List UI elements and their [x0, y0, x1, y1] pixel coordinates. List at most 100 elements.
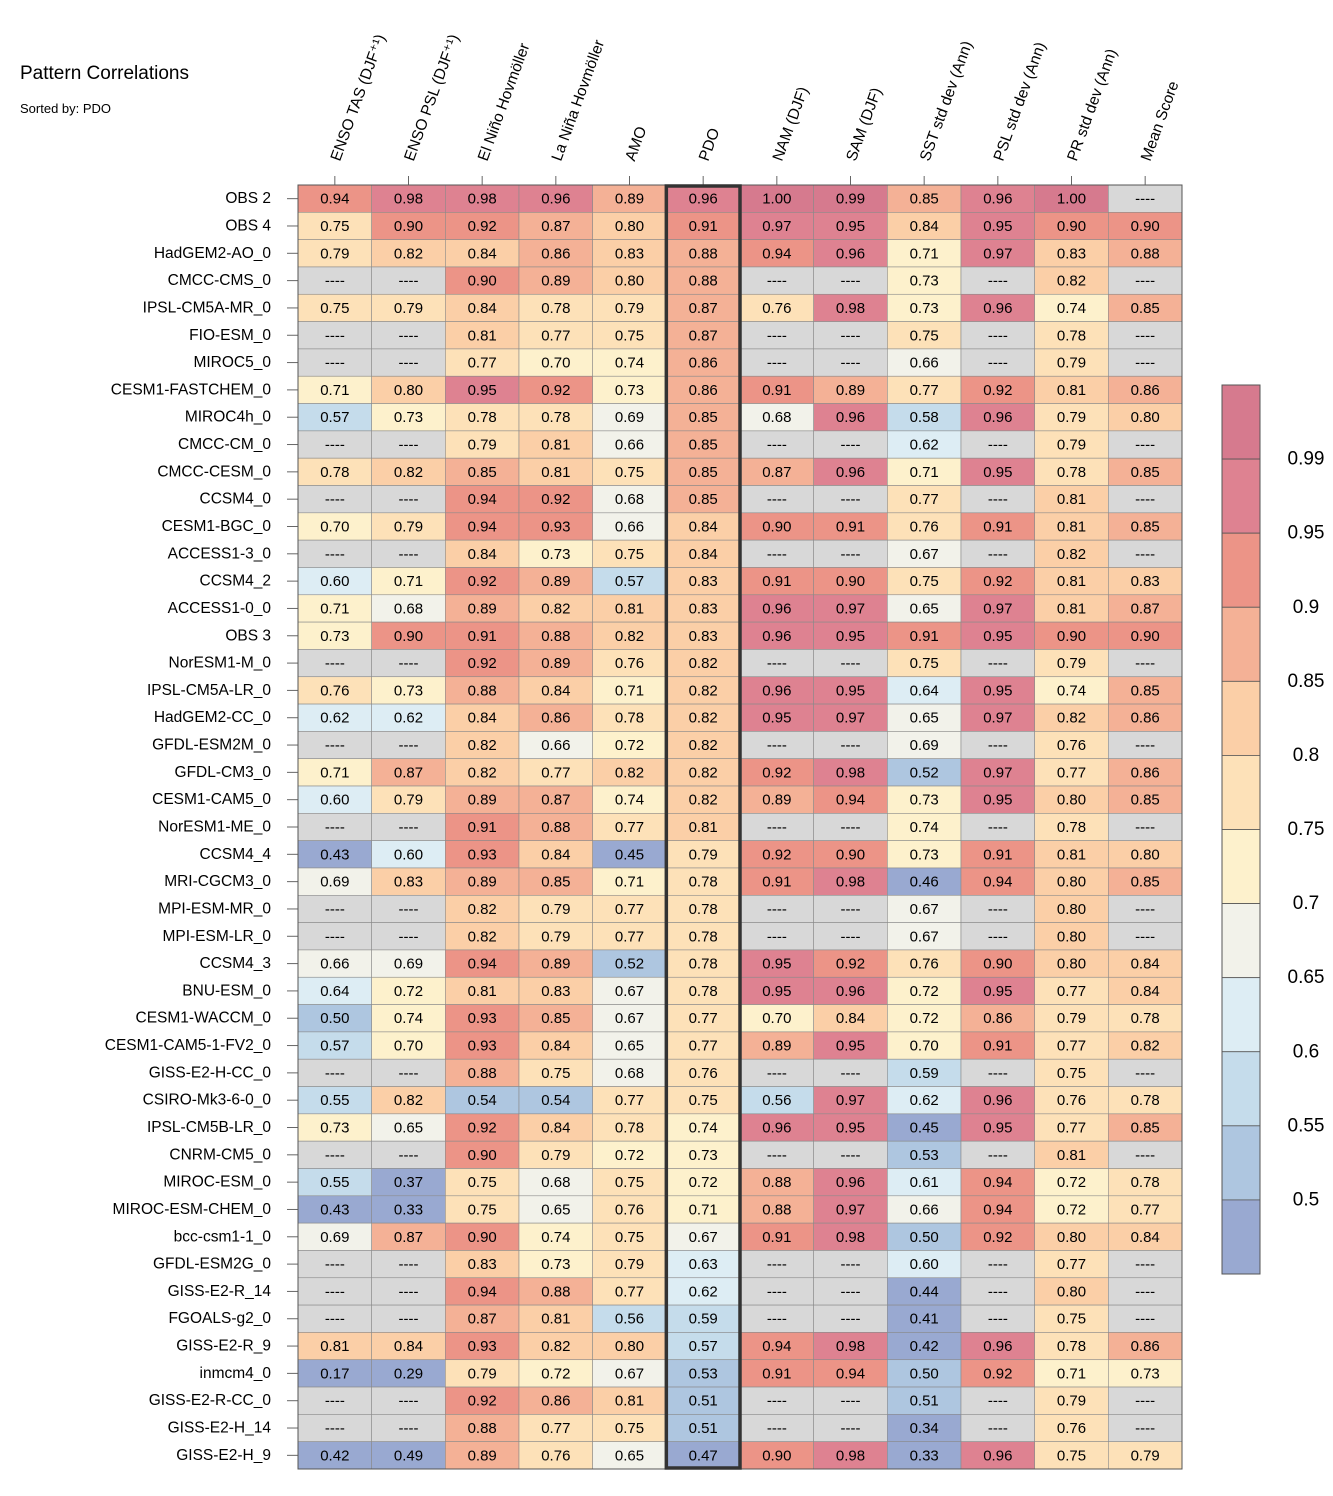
heatmap-cell: [445, 1222, 520, 1251]
heatmap-cell: [739, 1004, 814, 1033]
cell-value: 0.52: [910, 764, 939, 781]
cell-value: 0.73: [1131, 1365, 1160, 1382]
row-label: IPSL-CM5B-LR_0: [147, 1119, 271, 1136]
cell-value: 0.91: [983, 1038, 1012, 1055]
cell-value: 0.91: [468, 628, 497, 645]
cell-value: 0.77: [541, 764, 570, 781]
cell-value: 0.72: [910, 983, 939, 1000]
cell-value: 0.90: [468, 273, 497, 290]
cell-value: 0.68: [615, 491, 644, 508]
cell-value: 0.81: [615, 1393, 644, 1410]
heatmap-cell: [371, 321, 446, 350]
heatmap-cell: [887, 403, 962, 432]
heatmap-cell: [666, 1277, 741, 1306]
heatmap-cell: [297, 1195, 372, 1224]
heatmap-cell: [592, 1168, 667, 1197]
cell-value: 0.46: [910, 874, 939, 891]
heatmap-cell: [592, 1441, 667, 1470]
cell-value: 0.78: [320, 464, 349, 481]
heatmap-cell: [297, 1058, 372, 1087]
heatmap-cell: [445, 1277, 520, 1306]
heatmap-cell: [1108, 1359, 1183, 1388]
cell-value: 0.84: [468, 710, 497, 727]
cell-value: 0.86: [689, 355, 718, 372]
cell-value: 0.88: [468, 682, 497, 699]
row-label: GISS-E2-H_14: [168, 1420, 272, 1437]
cell-value: 0.92: [468, 1120, 497, 1137]
cell-value: 0.68: [394, 600, 423, 617]
cell-value: 0.89: [762, 1038, 791, 1055]
heatmap-cell: [445, 1113, 520, 1142]
heatmap-cell: [1108, 676, 1183, 705]
cell-value: 0.72: [689, 1174, 718, 1191]
heatmap-cell: [960, 403, 1035, 432]
heatmap-cell: [371, 539, 446, 568]
heatmap-cell: [666, 1441, 741, 1470]
cell-value: 0.77: [689, 1010, 718, 1027]
heatmap-cell: [813, 1414, 888, 1442]
heatmap-cell: [666, 894, 741, 923]
cell-value: 0.78: [689, 901, 718, 918]
cell-value: 0.94: [468, 956, 497, 973]
cell-value: 0.83: [615, 245, 644, 262]
cell-value: 0.80: [1057, 1283, 1086, 1300]
cell-value: 0.75: [320, 300, 349, 317]
cell-value: 0.90: [836, 573, 865, 590]
cell-value: 0.97: [836, 1092, 865, 1109]
heatmap-cell: [887, 375, 962, 404]
cell-value: 0.50: [910, 1365, 939, 1382]
heatmap-cell: [1034, 840, 1109, 869]
row-label: HadGEM2-AO_0: [154, 245, 272, 262]
cell-value: 0.74: [615, 792, 644, 809]
heatmap-cell: [371, 621, 446, 650]
cell-value: ----: [399, 737, 419, 754]
heatmap-cell: [739, 293, 814, 322]
heatmap-cell: [371, 1031, 446, 1060]
column-label-psl-std-dev-ann: PSL std dev (Ann): [991, 40, 1050, 163]
colorbar-segment: [1221, 903, 1261, 979]
cell-value: 0.71: [320, 600, 349, 617]
cell-value: 0.82: [689, 710, 718, 727]
heatmap-cell: [813, 375, 888, 404]
cell-value: 0.79: [541, 901, 570, 918]
cell-value: 0.70: [541, 355, 570, 372]
cell-value: 0.82: [541, 600, 570, 617]
heatmap-cell: [887, 894, 962, 923]
colorbar-tick-label: 0.85: [1288, 671, 1325, 692]
heatmap-cell: [445, 1441, 520, 1470]
cell-value: ----: [988, 655, 1008, 672]
cell-value: 0.78: [1057, 819, 1086, 836]
heatmap-cell: [813, 239, 888, 268]
cell-value: 0.79: [541, 1147, 570, 1164]
cell-value: 0.68: [541, 1174, 570, 1191]
cell-value: 0.95: [983, 983, 1012, 1000]
heatmap-cell: [1034, 1359, 1109, 1388]
row-label: ACCESS1-3_0: [168, 545, 272, 562]
cell-value: 0.95: [762, 956, 791, 973]
cell-value: ----: [988, 1065, 1008, 1082]
colorbar-tick-label: 0.7: [1293, 893, 1319, 914]
cell-value: 0.66: [541, 737, 570, 754]
cell-value: 0.68: [762, 409, 791, 426]
cell-value: 0.95: [983, 682, 1012, 699]
heatmap-cell: [887, 1031, 962, 1060]
row-label: CESM1-WACCM_0: [136, 1010, 272, 1027]
cell-value: ----: [1135, 437, 1155, 454]
heatmap-cell: [371, 348, 446, 377]
cell-value: 0.77: [689, 1038, 718, 1055]
cell-value: ----: [399, 1256, 419, 1273]
cell-value: 0.91: [983, 846, 1012, 863]
cell-value: 0.96: [762, 600, 791, 617]
cell-value: 0.45: [615, 846, 644, 863]
heatmap-cell: [960, 321, 1035, 350]
cell-value: 0.83: [689, 600, 718, 617]
cell-value: 0.86: [1131, 1338, 1160, 1355]
cell-value: 0.17: [320, 1365, 349, 1382]
heatmap-cell: [297, 1222, 372, 1251]
heatmap-cell: [960, 731, 1035, 760]
heatmap-cell: [518, 785, 593, 814]
row-label: NorESM1-ME_0: [158, 819, 271, 836]
heatmap-cell: [1034, 676, 1109, 705]
heatmap-cell: [371, 894, 446, 923]
cell-value: 0.81: [689, 819, 718, 836]
